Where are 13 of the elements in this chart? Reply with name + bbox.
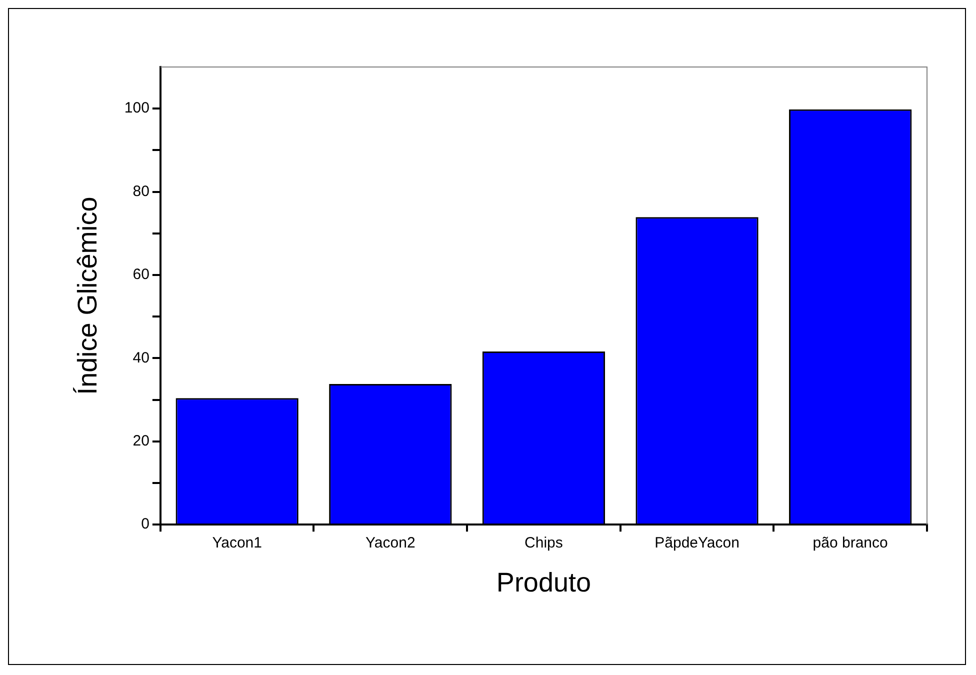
x-tick-label: Yacon2 (366, 534, 416, 552)
y-tick-label: 20 (132, 432, 150, 450)
y-tick-label: 40 (132, 349, 150, 366)
x-tick-label: Yacon1 (212, 534, 262, 552)
y-tick-label: 100 (124, 100, 150, 117)
y-tick-label: 80 (132, 182, 150, 200)
y-axis-title: Índice Glicêmico (72, 196, 103, 395)
x-axis-title: Produto (496, 567, 592, 598)
x-tick-label: PãpdeYacon (654, 534, 740, 552)
y-tick-label: 0 (141, 516, 150, 533)
x-tick-label: pão branco (812, 534, 888, 552)
y-tick-label: 60 (132, 266, 150, 284)
x-tick-label: Chips (524, 534, 563, 552)
